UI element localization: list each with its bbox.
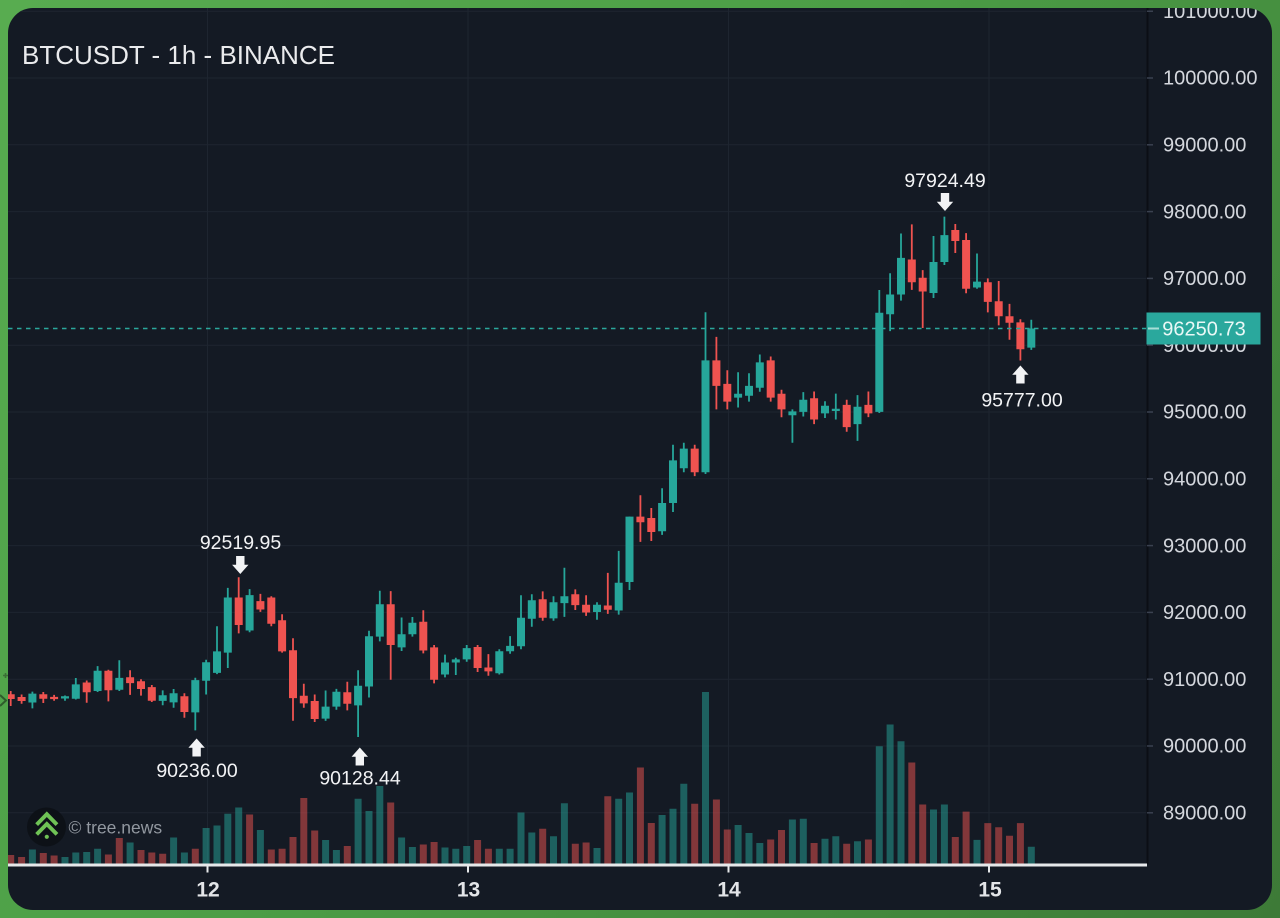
svg-text:98000.00: 98000.00 bbox=[1163, 201, 1246, 223]
svg-text:BTCUSDT - 1h - BINANCE: BTCUSDT - 1h - BINANCE bbox=[22, 40, 335, 70]
svg-text:13: 13 bbox=[457, 879, 480, 902]
svg-text:91000.00: 91000.00 bbox=[1163, 669, 1246, 691]
svg-text:95000.00: 95000.00 bbox=[1163, 402, 1246, 424]
svg-text:95777.00: 95777.00 bbox=[981, 390, 1062, 412]
svg-text:93000.00: 93000.00 bbox=[1163, 535, 1246, 557]
svg-text:14: 14 bbox=[717, 879, 741, 902]
svg-text:90236.00: 90236.00 bbox=[156, 760, 237, 782]
svg-text:97000.00: 97000.00 bbox=[1163, 268, 1246, 290]
svg-text:92519.95: 92519.95 bbox=[200, 532, 281, 554]
svg-text:100000.00: 100000.00 bbox=[1163, 68, 1258, 90]
svg-text:94000.00: 94000.00 bbox=[1163, 469, 1246, 491]
svg-text:© tree.news: © tree.news bbox=[69, 818, 163, 838]
svg-text:90128.44: 90128.44 bbox=[319, 768, 400, 790]
svg-text:90000.00: 90000.00 bbox=[1163, 736, 1246, 758]
svg-text:97924.49: 97924.49 bbox=[904, 170, 985, 192]
svg-text:99000.00: 99000.00 bbox=[1163, 135, 1246, 157]
svg-text:101000.00: 101000.00 bbox=[1163, 1, 1258, 23]
svg-text:96250.73: 96250.73 bbox=[1162, 319, 1245, 341]
svg-text:92000.00: 92000.00 bbox=[1163, 602, 1246, 624]
svg-text:12: 12 bbox=[196, 879, 219, 902]
svg-text:15: 15 bbox=[978, 879, 1002, 902]
svg-text:89000.00: 89000.00 bbox=[1163, 803, 1246, 825]
